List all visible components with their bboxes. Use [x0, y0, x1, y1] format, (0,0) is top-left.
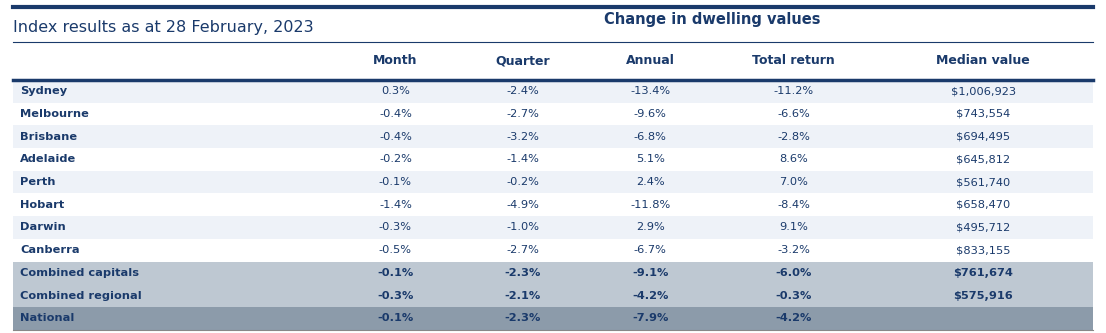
- Text: -13.4%: -13.4%: [630, 86, 670, 96]
- Text: -9.1%: -9.1%: [632, 268, 668, 278]
- Text: -0.4%: -0.4%: [379, 109, 411, 119]
- Text: $761,674: $761,674: [953, 268, 1013, 278]
- Text: Month: Month: [373, 54, 418, 67]
- Text: -3.2%: -3.2%: [778, 245, 811, 255]
- Text: -0.3%: -0.3%: [379, 222, 411, 232]
- Text: -8.4%: -8.4%: [778, 200, 811, 210]
- Text: -4.2%: -4.2%: [632, 291, 668, 301]
- Bar: [13, 171, 1093, 193]
- Text: -2.4%: -2.4%: [507, 86, 539, 96]
- Text: Median value: Median value: [937, 54, 1030, 67]
- Text: Hobart: Hobart: [20, 200, 64, 210]
- Text: -1.4%: -1.4%: [379, 200, 411, 210]
- Text: Melbourne: Melbourne: [20, 109, 88, 119]
- Text: $495,712: $495,712: [956, 222, 1010, 232]
- Text: $645,812: $645,812: [956, 155, 1010, 165]
- Text: Combined regional: Combined regional: [20, 291, 142, 301]
- Text: -11.2%: -11.2%: [774, 86, 814, 96]
- Text: -0.1%: -0.1%: [377, 268, 414, 278]
- Text: -1.4%: -1.4%: [507, 155, 540, 165]
- Text: -0.4%: -0.4%: [379, 132, 411, 142]
- Text: Sydney: Sydney: [20, 86, 67, 96]
- Bar: [13, 80, 1093, 103]
- Text: Annual: Annual: [626, 54, 675, 67]
- Text: -2.8%: -2.8%: [778, 132, 811, 142]
- Text: 2.9%: 2.9%: [636, 222, 665, 232]
- Text: -2.7%: -2.7%: [507, 109, 540, 119]
- Text: -4.9%: -4.9%: [507, 200, 540, 210]
- Text: -2.3%: -2.3%: [504, 313, 541, 323]
- Bar: [13, 125, 1093, 148]
- Text: -1.0%: -1.0%: [507, 222, 540, 232]
- Text: 7.0%: 7.0%: [780, 177, 808, 187]
- Text: $575,916: $575,916: [953, 291, 1013, 301]
- Text: Darwin: Darwin: [20, 222, 65, 232]
- Text: -0.3%: -0.3%: [775, 291, 812, 301]
- Bar: [13, 216, 1093, 239]
- Bar: [13, 284, 1093, 307]
- Text: Canberra: Canberra: [20, 245, 80, 255]
- Text: Perth: Perth: [20, 177, 55, 187]
- Text: -6.0%: -6.0%: [775, 268, 812, 278]
- Text: -2.7%: -2.7%: [507, 245, 540, 255]
- Text: Total return: Total return: [752, 54, 835, 67]
- Text: -6.7%: -6.7%: [634, 245, 667, 255]
- Text: -7.9%: -7.9%: [632, 313, 668, 323]
- Text: $694,495: $694,495: [956, 132, 1010, 142]
- Text: -0.5%: -0.5%: [379, 245, 411, 255]
- Text: Adelaide: Adelaide: [20, 155, 76, 165]
- Bar: [13, 307, 1093, 330]
- Text: -0.1%: -0.1%: [379, 177, 411, 187]
- Text: -2.3%: -2.3%: [504, 268, 541, 278]
- Text: -3.2%: -3.2%: [507, 132, 540, 142]
- Text: 5.1%: 5.1%: [636, 155, 665, 165]
- Text: -6.6%: -6.6%: [778, 109, 810, 119]
- Bar: [13, 261, 1093, 284]
- Text: -0.1%: -0.1%: [377, 313, 414, 323]
- Text: $561,740: $561,740: [956, 177, 1010, 187]
- Text: Combined capitals: Combined capitals: [20, 268, 139, 278]
- Bar: [13, 148, 1093, 171]
- Text: $833,155: $833,155: [956, 245, 1011, 255]
- Text: 8.6%: 8.6%: [780, 155, 808, 165]
- Text: -4.2%: -4.2%: [775, 313, 812, 323]
- Text: -9.6%: -9.6%: [634, 109, 667, 119]
- Bar: [13, 239, 1093, 261]
- Text: -6.8%: -6.8%: [634, 132, 667, 142]
- Text: 2.4%: 2.4%: [636, 177, 665, 187]
- Text: -0.3%: -0.3%: [377, 291, 414, 301]
- Text: -0.2%: -0.2%: [379, 155, 411, 165]
- Bar: [13, 103, 1093, 125]
- Text: -0.2%: -0.2%: [507, 177, 540, 187]
- Text: 0.3%: 0.3%: [380, 86, 410, 96]
- Text: 9.1%: 9.1%: [780, 222, 808, 232]
- Text: Brisbane: Brisbane: [20, 132, 77, 142]
- Text: -11.8%: -11.8%: [630, 200, 670, 210]
- Text: $743,554: $743,554: [956, 109, 1010, 119]
- Text: $1,006,923: $1,006,923: [950, 86, 1015, 96]
- Text: Quarter: Quarter: [495, 54, 550, 67]
- Text: National: National: [20, 313, 74, 323]
- Text: Change in dwelling values: Change in dwelling values: [604, 12, 821, 27]
- Text: $658,470: $658,470: [956, 200, 1010, 210]
- Text: Index results as at 28 February, 2023: Index results as at 28 February, 2023: [13, 20, 314, 35]
- Text: -2.1%: -2.1%: [504, 291, 541, 301]
- Bar: [13, 193, 1093, 216]
